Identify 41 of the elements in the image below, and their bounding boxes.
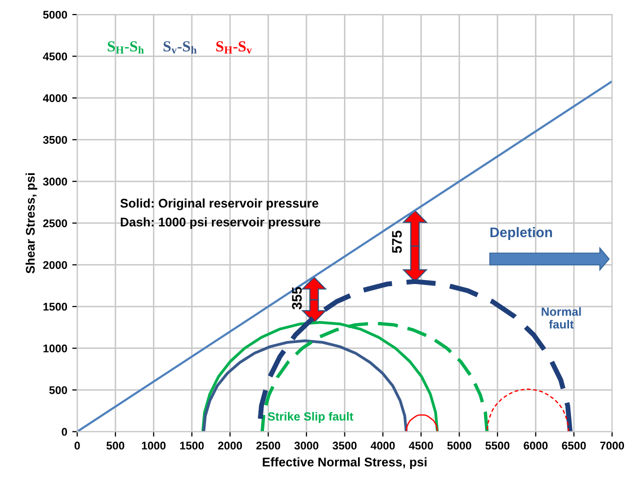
y-tick-label: 4000 (42, 94, 68, 102)
x-tick-label: 0 (74, 442, 80, 450)
annotation: Depletion (490, 227, 552, 240)
annotation: 355 (292, 286, 302, 310)
x-tick-label: 3500 (332, 442, 357, 450)
y-tick-label: 3000 (43, 178, 68, 186)
y-tick-label: 1000 (43, 344, 68, 352)
annotation: Solid: Original reservoir pressure (120, 198, 318, 210)
annotation: Normal fault (542, 307, 581, 329)
line-series (406, 414, 438, 432)
x-tick-label: 2000 (218, 442, 242, 450)
x-tick-label: 6000 (524, 442, 548, 450)
y-axis-title: Shear Stress, psi (26, 173, 38, 274)
y-tick-label: 500 (49, 386, 68, 394)
x-tick-label: 500 (106, 442, 124, 450)
x-tick-label: 4500 (408, 442, 433, 450)
y-tick-label: 2000 (43, 261, 68, 269)
line-series (486, 388, 570, 432)
x-tick-label: 6500 (562, 442, 586, 450)
text: S$_{H}$-S$_{v}$ (216, 41, 252, 54)
x-axis-title: Effective Normal Stress, psi (262, 457, 426, 469)
line-series (202, 339, 408, 432)
y-tick-label: 2500 (43, 219, 68, 228)
x-tick-label: 2500 (256, 442, 280, 450)
y-tick-label: 0 (62, 428, 68, 436)
y-tick-label: 5000 (43, 10, 68, 19)
annotation: Strike Slip fault (268, 412, 354, 423)
x-tick-label: 5000 (447, 442, 472, 450)
x-tick-label: 1500 (180, 442, 204, 450)
x-tick-label: 4000 (370, 442, 395, 450)
annotation: Dash: 1000 psi reservoir pressure (120, 217, 320, 229)
y-tick-label: 4500 (42, 52, 68, 60)
x-tick-label: 7000 (600, 442, 624, 450)
x-tick-label: 3000 (294, 442, 318, 450)
y-tick-label: 3500 (43, 136, 68, 144)
annotation: 575 (392, 230, 402, 254)
x-tick-label: 5500 (485, 442, 510, 450)
text: S$_{v}$-S$_{h}$ (164, 41, 197, 54)
y-tick-label: 1500 (43, 302, 68, 311)
x-tick-label: 1000 (142, 442, 166, 450)
text: S$_{H}$-S$_{h}$ (108, 41, 144, 54)
